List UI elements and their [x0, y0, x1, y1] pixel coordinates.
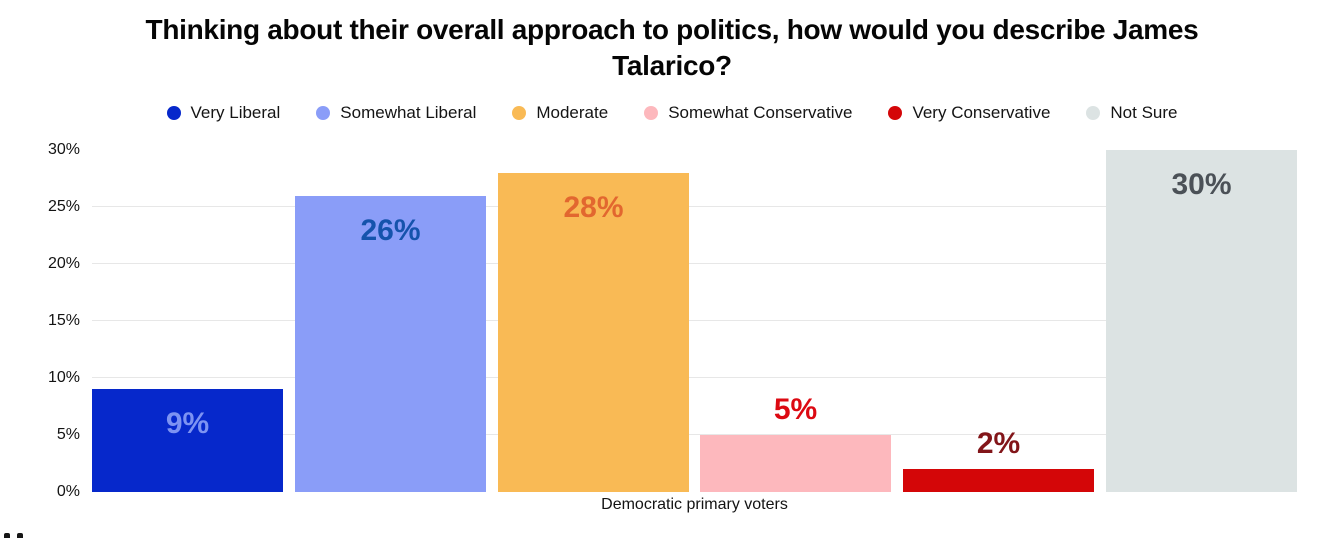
bar-value-label-not-sure: 30% [1171, 168, 1232, 201]
legend-item-moderate: Moderate [512, 101, 608, 125]
legend-swatch-icon [512, 106, 527, 120]
gridline [92, 320, 1297, 321]
legend-swatch-icon [1086, 106, 1101, 120]
cropped-watermark-mark [17, 533, 23, 538]
y-tick-label: 0% [56, 483, 80, 500]
legend-item-very-conservative: Very Conservative [888, 101, 1050, 125]
gridline [92, 263, 1297, 264]
legend-label: Not Sure [1110, 103, 1178, 122]
y-tick-label: 10% [47, 369, 80, 386]
chart-legend: Very Liberal Somewhat Liberal Moderate Some… [0, 101, 1344, 125]
bar-very-liberal [92, 389, 283, 492]
legend-item-not-sure: Not Sure [1086, 101, 1178, 125]
bar-value-label-somewhat-liberal: 26% [360, 214, 421, 247]
legend-swatch-icon [166, 106, 181, 120]
legend-label: Moderate [536, 103, 609, 122]
y-tick-label: 15% [47, 312, 80, 329]
y-tick-label: 20% [47, 255, 80, 272]
bar-value-label-moderate: 28% [563, 191, 624, 224]
plot-area: 9% 26% 28% 5% 2% 30% [92, 150, 1297, 492]
chart-area: 0% 5% 10% 15% 20% 25% 30% 9% 26% 28% 5% 2% 30% [0, 141, 1344, 500]
legend-label: Somewhat Liberal [340, 103, 477, 122]
y-tick-label: 5% [56, 426, 80, 443]
bar-not-sure [1106, 150, 1297, 492]
gridline [92, 206, 1297, 207]
legend-item-somewhat-liberal: Somewhat Liberal [316, 101, 476, 125]
bar-value-label-very-liberal: 9% [165, 407, 210, 440]
x-axis-label: Democratic primary voters [601, 496, 788, 513]
bar-very-conservative [903, 469, 1094, 492]
legend-swatch-icon [316, 106, 331, 120]
gridline [92, 434, 1297, 435]
legend-item-somewhat-conservative: Somewhat Conservative [644, 101, 852, 125]
y-tick-label: 25% [47, 198, 80, 215]
bar-value-label-somewhat-conservative: 5% [773, 393, 818, 426]
y-tick-label: 30% [47, 141, 80, 158]
cropped-watermark-mark [4, 533, 10, 538]
chart-title: Thinking about their overall approach to… [145, 14, 1199, 81]
x-axis: Democratic primary voters [92, 495, 1297, 515]
y-axis: 0% 5% 10% 15% 20% 25% 30% [0, 141, 80, 500]
legend-swatch-icon [888, 106, 903, 120]
legend-item-very-liberal: Very Liberal [166, 101, 281, 125]
legend-swatch-icon [644, 106, 659, 120]
bar-somewhat-conservative [700, 435, 891, 492]
bar-value-label-very-conservative: 2% [976, 427, 1021, 460]
bar-moderate [498, 173, 689, 492]
legend-label: Very Conservative [912, 103, 1051, 122]
bar-somewhat-liberal [295, 196, 486, 492]
gridline [92, 377, 1297, 378]
legend-label: Somewhat Conservative [668, 103, 853, 122]
legend-label: Very Liberal [190, 103, 281, 122]
